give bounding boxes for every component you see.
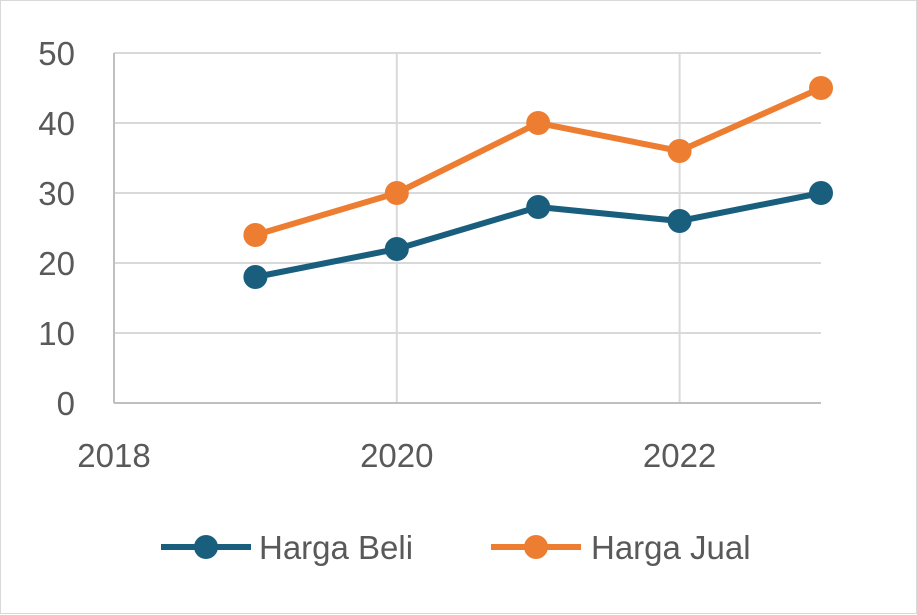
legend-label: Harga Beli [259, 529, 413, 566]
data-point [526, 195, 551, 219]
x-tick-label: 2022 [643, 437, 716, 474]
x-tick-label: 2020 [360, 437, 433, 474]
y-tick-label: 20 [38, 245, 75, 282]
data-point [384, 181, 409, 205]
legend-marker [524, 535, 548, 559]
legend: Harga Beli Harga Jual [161, 529, 751, 566]
series-layer [243, 76, 833, 289]
data-point [667, 139, 692, 163]
data-point [243, 265, 268, 289]
legend-label: Harga Jual [591, 529, 751, 566]
y-tick-label: 40 [38, 105, 75, 142]
legend-item-0: Harga Beli [161, 529, 413, 566]
axes: 0 10 20 30 40 50 2018 2020 2022 [38, 35, 821, 474]
legend-marker [194, 535, 218, 559]
data-point [667, 209, 692, 233]
x-tick-label: 2018 [77, 437, 150, 474]
y-tick-label: 50 [38, 35, 75, 72]
legend-item-1: Harga Jual [491, 529, 751, 566]
data-point [809, 76, 833, 100]
y-tick-label: 0 [57, 385, 75, 422]
data-point [243, 223, 268, 247]
y-tick-label: 10 [38, 315, 75, 352]
gridlines [114, 52, 821, 403]
data-point [526, 111, 551, 135]
data-point [809, 181, 833, 205]
y-tick-label: 30 [38, 175, 75, 212]
data-point [384, 237, 409, 261]
